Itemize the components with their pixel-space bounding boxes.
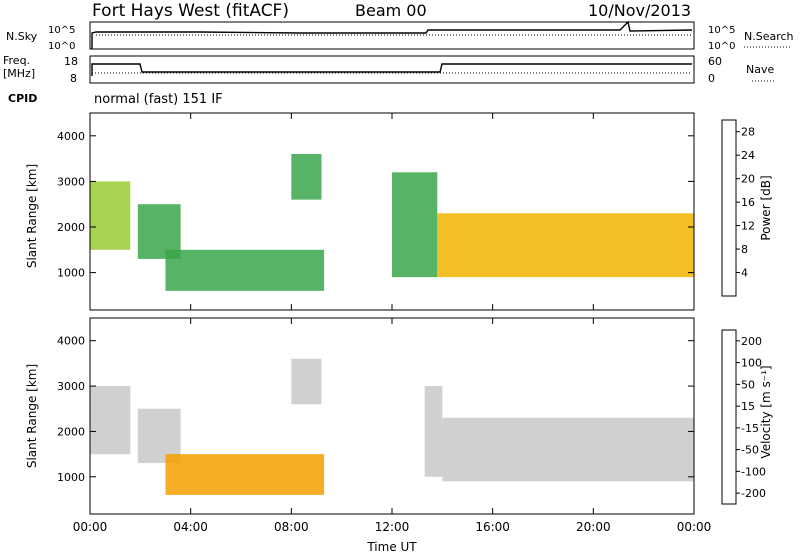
x-tick-label: 00:00 [677,520,712,534]
sky-panel: N.Sky 10^5 10^0 10^5 10^0 N.Search [6,20,794,52]
velocity-colorbar-label: Velocity [m s⁻¹] [759,365,773,458]
x-axis-label: Time UT [366,540,417,554]
echo-region [424,386,443,477]
sky-left-tick-bottom: 10^0 [48,41,75,52]
colorbar-tick-label: 100 [741,357,762,370]
colorbar-tick-label: 200 [741,335,762,348]
sky-panel-frame [89,21,695,50]
velocity-heatmap [90,358,694,495]
y-tick-label: 2000 [57,425,85,438]
y-tick-label: 3000 [57,175,85,188]
freq-trace [91,63,692,76]
colorbar-tick-label: -15 [741,422,759,435]
power-colorbar-label: Power [dB] [759,175,773,240]
sky-right-tick-top: 10^5 [708,25,735,36]
cpid-label: CPID [8,92,37,105]
colorbar-tick-label: 50 [741,378,755,391]
freq-tick-bottom: 8 [70,72,77,85]
echo-region [442,417,694,482]
freq-label-top: Freq. [3,54,30,67]
y-tick-label: 4000 [57,130,85,143]
echo-region [291,358,322,405]
colorbar-tick-label: 15 [741,400,755,413]
sky-left-label: N.Sky [6,30,38,43]
echo-region [165,454,325,495]
colorbar-tick-label: 16 [741,196,755,209]
freq-panel-frame [89,55,695,84]
date-title: 10/Nov/2013 [588,1,691,20]
x-tick-label: 16:00 [475,520,510,534]
colorbar-tick-label: 12 [741,220,755,233]
cpid-text: normal (fast) 151 IF [94,92,223,107]
sky-noise-trace [91,20,693,49]
power-y-axis: 1000 2000 3000 4000 [57,130,694,280]
station-title: Fort Hays West (fitACF) [92,1,289,21]
x-tick-label: 08:00 [274,520,309,534]
echo-region [137,408,181,464]
freq-panel: Freq. [MHz] 18 8 60 0 Nave [3,54,776,85]
nave-label: Nave [746,63,774,76]
sky-right-label: N.Search [744,30,794,43]
sky-left-tick-top: 10^5 [48,25,75,36]
colorbar-frame [721,119,737,297]
x-tick-label: 12:00 [375,520,410,534]
colorbar-frame [721,329,737,505]
colorbar-tick-label: 4 [741,267,748,280]
x-tick-label: 04:00 [173,520,208,534]
velocity-y-axis: 1000 2000 3000 4000 [57,335,694,484]
y-tick-label: 3000 [57,380,85,393]
velocity-colorbar: Velocity [m s⁻¹] 200 100 50 15 -15 -50 -100 -20… [721,329,773,505]
colorbar-tick-label: 8 [741,243,748,256]
echo-region [90,181,131,250]
colorbar-tick-label: -100 [741,465,766,478]
x-tick-label: 00:00 [73,520,108,534]
y-tick-label: 2000 [57,221,85,234]
nave-tick-top: 60 [708,55,722,68]
echo-region [392,172,438,278]
colorbar-tick-label: 24 [741,149,755,162]
sky-right-tick-bottom: 10^0 [708,41,735,52]
x-tick-label: 20:00 [576,520,611,534]
power-heatmap [90,154,694,291]
echo-region [437,213,694,278]
power-ylabel: Slant Range [km] [25,164,39,268]
freq-tick-top: 18 [64,55,78,68]
y-tick-label: 4000 [57,335,85,348]
y-tick-label: 1000 [57,471,85,484]
colorbar-tick-label: 20 [741,173,755,186]
velocity-ylabel: Slant Range [km] [25,364,39,468]
colorbar-tick-label: 28 [741,126,755,139]
power-colorbar: Power [dB] 4 8 12 16 20 24 28 [721,119,773,297]
velocity-x-axis: 00:00 04:00 08:00 12:00 16:00 20:00 00:00 [73,318,712,534]
nave-tick-bottom: 0 [708,72,715,85]
echo-region [90,386,131,455]
y-tick-label: 1000 [57,267,85,280]
echo-region [291,154,322,200]
freq-label-bottom: [MHz] [3,67,35,80]
colorbar-tick-label: -50 [741,444,759,457]
power-panel: Slant Range [km] 1000 2000 3000 4000 [25,112,695,311]
beam-title: Beam 00 [355,1,427,20]
echo-region [165,249,325,291]
colorbar-tick-label: -200 [741,487,766,500]
power-x-axis [89,113,695,310]
echo-region [137,204,181,259]
